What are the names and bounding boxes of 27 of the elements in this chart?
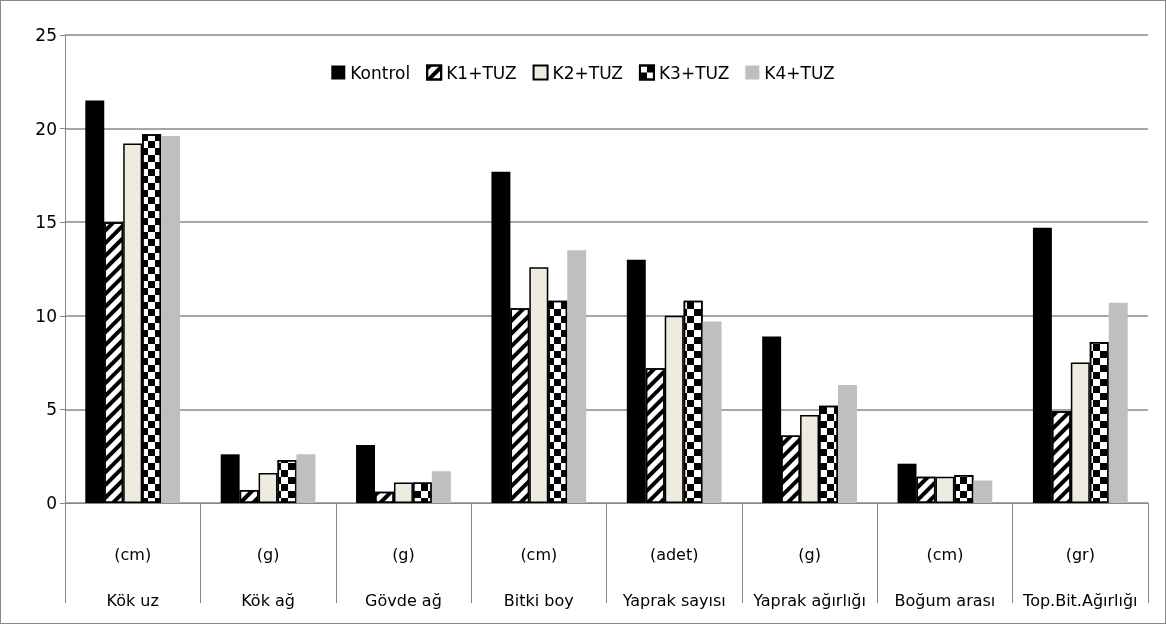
bar	[567, 250, 587, 503]
category-label: (gr) Top.Bit.Ağırlığı	[1023, 544, 1138, 610]
category-label: (cm) Boğum arası	[894, 544, 996, 610]
legend-label: Kontrol	[350, 62, 411, 83]
category-label: (adet) Yaprak sayısı	[622, 544, 726, 610]
y-tick-label: 15	[35, 212, 57, 233]
legend-label: K1+TUZ	[446, 62, 517, 83]
y-tick-label: 0	[46, 493, 57, 513]
y-tick-label: 10	[35, 305, 57, 326]
bar	[296, 454, 316, 503]
legend-label: K2+TUZ	[552, 62, 623, 83]
legend-label: K3+TUZ	[658, 62, 730, 83]
bar	[973, 480, 993, 503]
bar	[161, 136, 181, 503]
bar	[837, 385, 857, 503]
category-label: (g) Yaprak ağırlığı	[753, 544, 866, 610]
bar	[1108, 302, 1128, 503]
bar	[702, 321, 722, 503]
legend-label: K4+TUZ	[764, 62, 835, 83]
y-tick-label: 25	[35, 25, 57, 45]
bar	[431, 471, 451, 503]
category-label: (cm) Bitki boy	[503, 544, 574, 610]
category-label: (g) Kök ağ	[241, 544, 295, 610]
category-label: (g) Gövde ağ	[365, 544, 442, 610]
y-tick-label: 20	[35, 118, 57, 139]
y-tick-label: 5	[46, 399, 57, 420]
category-label: (cm) Kök uz	[106, 544, 159, 610]
